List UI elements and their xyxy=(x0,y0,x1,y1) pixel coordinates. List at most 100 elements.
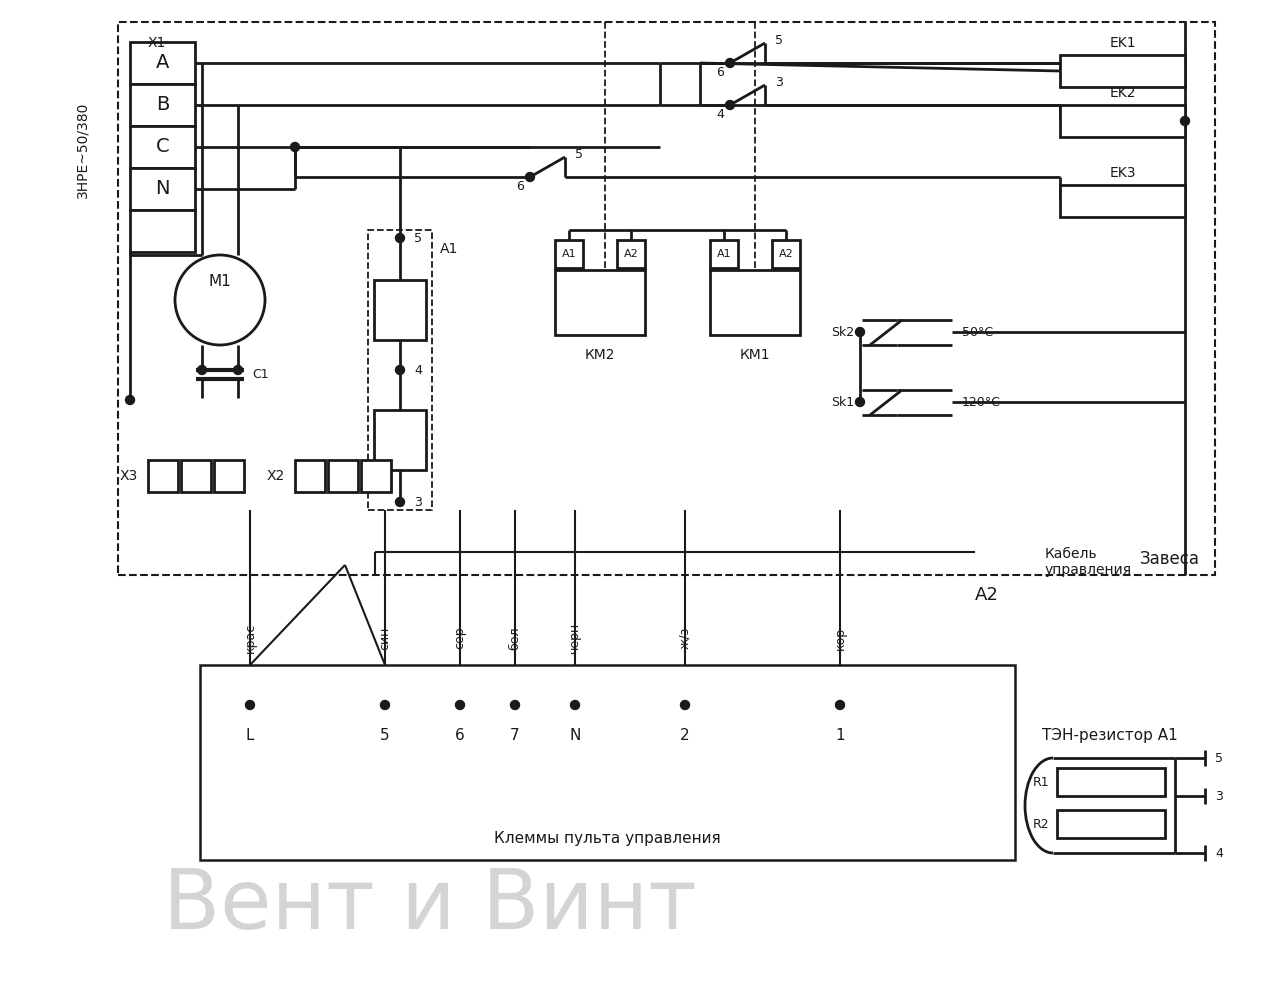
Bar xyxy=(710,240,739,268)
Text: А2: А2 xyxy=(975,586,998,604)
Bar xyxy=(1060,55,1185,87)
Bar xyxy=(118,22,1215,575)
Text: 50°C: 50°C xyxy=(963,325,993,339)
Text: 4: 4 xyxy=(716,109,724,122)
Circle shape xyxy=(726,59,735,68)
Text: EK2: EK2 xyxy=(1110,86,1135,100)
Text: крас: крас xyxy=(243,623,256,653)
Text: КМ2: КМ2 xyxy=(585,348,616,362)
Text: 3: 3 xyxy=(413,496,422,508)
Bar xyxy=(294,460,325,492)
Bar xyxy=(556,270,645,335)
Text: сер: сер xyxy=(453,627,466,649)
Bar xyxy=(131,168,195,210)
Bar xyxy=(180,460,211,492)
Bar xyxy=(148,460,178,492)
Text: 120°C: 120°C xyxy=(963,396,1001,409)
Circle shape xyxy=(246,701,255,710)
Text: 6: 6 xyxy=(716,67,724,80)
Circle shape xyxy=(571,701,580,710)
Circle shape xyxy=(726,101,735,110)
Circle shape xyxy=(233,366,242,375)
Circle shape xyxy=(396,233,404,242)
Text: B: B xyxy=(156,96,169,115)
Text: EK3: EK3 xyxy=(1110,166,1135,180)
Text: 5: 5 xyxy=(380,728,390,743)
Text: N: N xyxy=(570,728,581,743)
Text: A: A xyxy=(156,54,169,73)
Text: 2: 2 xyxy=(680,728,690,743)
Text: 5: 5 xyxy=(575,149,582,162)
Text: Клеммы пульта управления: Клеммы пульта управления xyxy=(494,831,721,845)
Bar xyxy=(617,240,645,268)
Text: L: L xyxy=(246,728,255,743)
Bar xyxy=(1060,185,1185,217)
Text: 3НРЕ~50/380: 3НРЕ~50/380 xyxy=(76,102,90,198)
Text: син: син xyxy=(379,626,392,650)
Bar xyxy=(214,460,244,492)
Text: ТЭН-резистор А1: ТЭН-резистор А1 xyxy=(1042,728,1178,743)
Text: C: C xyxy=(156,138,169,157)
Bar xyxy=(369,230,433,510)
Circle shape xyxy=(855,327,864,337)
Bar xyxy=(1057,810,1165,838)
Bar xyxy=(556,240,582,268)
Text: Sk1: Sk1 xyxy=(831,396,854,409)
Text: 6: 6 xyxy=(456,728,465,743)
Circle shape xyxy=(125,396,134,405)
Circle shape xyxy=(396,366,404,375)
Circle shape xyxy=(1180,117,1189,126)
Text: 4: 4 xyxy=(1215,846,1222,859)
Circle shape xyxy=(526,172,535,181)
Text: ж/з: ж/з xyxy=(678,627,691,649)
Text: Вент и Винт: Вент и Винт xyxy=(163,864,696,945)
Circle shape xyxy=(291,143,300,152)
Circle shape xyxy=(175,255,265,345)
Text: N: N xyxy=(155,179,170,198)
Bar xyxy=(1060,105,1185,137)
Bar xyxy=(772,240,800,268)
Text: X1: X1 xyxy=(148,36,166,50)
Text: 5: 5 xyxy=(413,231,422,244)
Text: A2: A2 xyxy=(623,249,639,259)
Circle shape xyxy=(380,701,389,710)
Bar xyxy=(374,410,426,470)
Text: Х2: Х2 xyxy=(266,469,285,483)
Bar xyxy=(131,42,195,84)
Text: черн: черн xyxy=(568,622,581,654)
Text: M1: M1 xyxy=(209,274,232,289)
Text: A1: A1 xyxy=(717,249,731,259)
Text: 5: 5 xyxy=(774,35,783,48)
Bar xyxy=(131,126,195,168)
Text: Завеса: Завеса xyxy=(1140,550,1201,568)
Bar xyxy=(374,280,426,340)
Text: Х3: Х3 xyxy=(120,469,138,483)
Text: 7: 7 xyxy=(511,728,520,743)
Circle shape xyxy=(456,701,465,710)
Bar xyxy=(1057,768,1165,796)
Bar xyxy=(328,460,358,492)
Text: 1: 1 xyxy=(835,728,845,743)
Text: 5: 5 xyxy=(1215,752,1222,765)
Text: EK1: EK1 xyxy=(1110,36,1135,50)
Text: 3: 3 xyxy=(774,77,783,90)
Text: кор: кор xyxy=(833,626,846,650)
Text: A1: A1 xyxy=(440,242,458,256)
Text: Кабель
управления: Кабель управления xyxy=(1044,547,1132,577)
Bar xyxy=(361,460,390,492)
Text: R1: R1 xyxy=(1033,776,1050,789)
Bar xyxy=(131,210,195,252)
Circle shape xyxy=(197,366,206,375)
Text: 3: 3 xyxy=(1215,790,1222,803)
Text: A2: A2 xyxy=(778,249,794,259)
Circle shape xyxy=(511,701,520,710)
Text: 4: 4 xyxy=(413,364,422,377)
Text: A1: A1 xyxy=(562,249,576,259)
Circle shape xyxy=(396,498,404,506)
Bar xyxy=(200,665,1015,860)
Text: бел: бел xyxy=(508,626,521,650)
Text: КМ1: КМ1 xyxy=(740,348,771,362)
Circle shape xyxy=(681,701,690,710)
Text: R2: R2 xyxy=(1033,818,1050,831)
Bar xyxy=(131,84,195,126)
